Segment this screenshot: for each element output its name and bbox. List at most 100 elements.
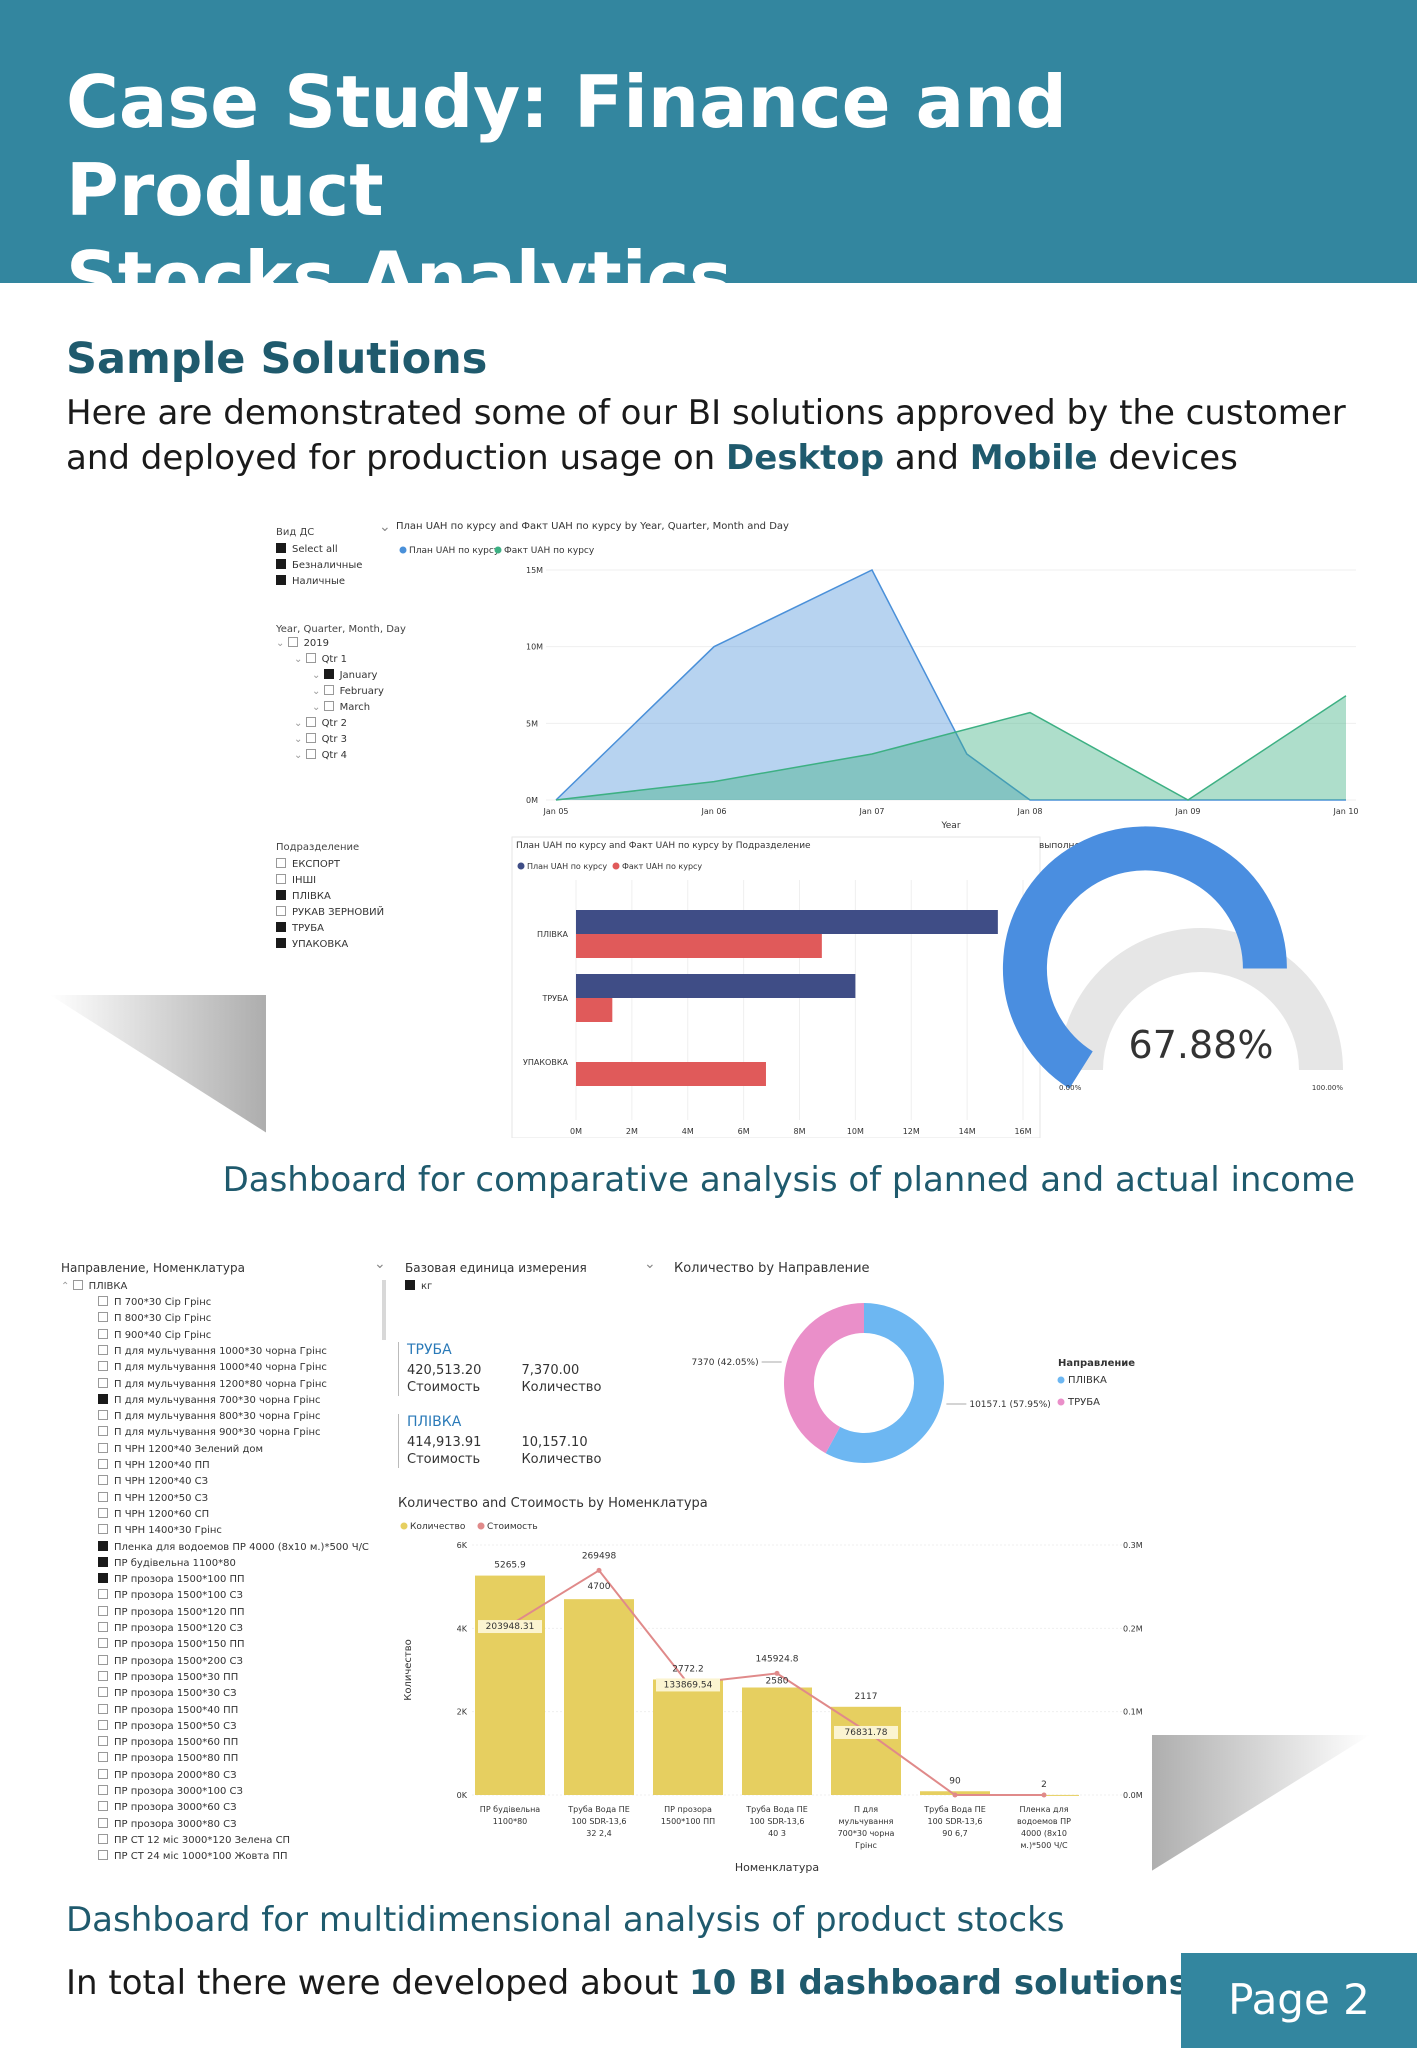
page-number: Page 2: [1228, 1975, 1370, 2024]
chevron-down-icon[interactable]: ⌄: [644, 1256, 656, 1272]
slicer-date-item[interactable]: ⌄ Qtr 1: [294, 653, 347, 665]
slicer-date-item[interactable]: ⌄ Qtr 4: [294, 749, 347, 761]
tree-item[interactable]: П для мульчування 700*30 чорна Грінс: [98, 1393, 321, 1406]
tree-item[interactable]: ПР прозора 3000*100 СЗ: [98, 1785, 243, 1797]
tree-item[interactable]: ПР прозора 1500*120 ПП: [98, 1605, 245, 1618]
chevron-down-icon[interactable]: ⌄: [312, 702, 324, 713]
tree-item-label: ПР прозора 1500*80 ПП: [114, 1753, 239, 1765]
tree-item[interactable]: ПР прозора 1500*30 ПП: [98, 1670, 238, 1683]
checkbox-icon: [98, 1410, 108, 1421]
tree-item[interactable]: П для мульчування 900*30 чорна Грінс: [98, 1426, 321, 1438]
checkbox-icon: [98, 1426, 108, 1437]
x-tick-label: 1100*80: [493, 1817, 528, 1826]
slicer-dept-item[interactable]: УПАКОВКА: [276, 938, 348, 950]
checkbox-icon: [323, 685, 334, 695]
slicer-date-item[interactable]: ⌄ February: [312, 685, 384, 697]
slicer-dept-item[interactable]: ПЛІВКА: [276, 890, 331, 902]
tree-item[interactable]: ПР прозора 1500*100 ПП: [98, 1573, 245, 1585]
x-tick-label: водоемов ПР: [1017, 1817, 1071, 1826]
chevron-down-icon[interactable]: ⌄: [276, 638, 288, 649]
tree-item[interactable]: ПР прозора 1500*150 ПП: [98, 1638, 245, 1650]
chevron-down-icon[interactable]: ⌄: [374, 1256, 386, 1272]
tree-item[interactable]: ПР прозора 1500*120 СЗ: [98, 1622, 243, 1634]
bar-fact: [576, 998, 613, 1022]
chevron-down-icon[interactable]: ⌄: [294, 734, 306, 745]
chevron-down-icon[interactable]: ⌄: [312, 686, 324, 697]
unit-item[interactable]: кг: [405, 1280, 432, 1292]
tree-item[interactable]: П ЧРН 1200*40 Зелений дом: [98, 1442, 264, 1455]
tree-item[interactable]: ПР прозора 1500*40 ПП: [98, 1703, 238, 1716]
bar-plan: [576, 974, 856, 998]
tree-item-label: ПР прозора 1500*30 СЗ: [114, 1688, 237, 1700]
tree-item[interactable]: ПР СТ 24 міс 1000*100 Жовта ПП: [98, 1850, 288, 1862]
tree-root[interactable]: ⌃ ПЛІВКА: [61, 1280, 127, 1292]
x-tick-label: Труба Вода ПЕ: [923, 1805, 986, 1814]
slicer-dept-item[interactable]: ЕКСПОРТ: [276, 858, 340, 870]
chevron-up-icon[interactable]: ⌃: [61, 1281, 73, 1292]
tree-item[interactable]: П ЧРН 1400*30 Грінс: [98, 1524, 222, 1536]
tree-item[interactable]: ПР прозора 1500*100 СЗ: [98, 1589, 243, 1601]
tree-item[interactable]: ПР прозора 1500*200 СЗ: [98, 1654, 243, 1667]
donut-chart: 10157.1 (57.95%) 7370 (42.05%) Направление…: [692, 1303, 1135, 1463]
legend-label: ТРУБА: [1067, 1397, 1100, 1408]
chevron-down-icon[interactable]: ⌄: [294, 750, 306, 761]
x-tick-label: 100 SDR-13,6: [750, 1817, 805, 1826]
x-tick-label: 14M: [959, 1127, 976, 1136]
intro-end: devices: [1097, 438, 1238, 478]
tree-item[interactable]: П 800*30 Сір Грінс: [98, 1312, 211, 1324]
tree-item[interactable]: ПР СТ 12 міс 3000*120 Зелена СП: [98, 1833, 291, 1846]
chevron-down-icon[interactable]: ⌄: [294, 654, 306, 665]
card-truba-qty-label: Количество: [521, 1380, 602, 1395]
tree-item[interactable]: ПР прозора 1500*80 ПП: [98, 1752, 238, 1764]
tree-item[interactable]: П 700*30 Сір Грінс: [98, 1296, 211, 1308]
slicer-vid-item[interactable]: Безналичные: [276, 559, 362, 571]
chevron-down-icon: ⌄: [379, 519, 391, 535]
chevron-down-icon[interactable]: ⌄: [294, 718, 306, 729]
data-label-cost: 76831.78: [845, 1728, 888, 1738]
slicer-vid-item[interactable]: Наличные: [276, 575, 345, 587]
tree-item-label: П ЧРН 1200*40 Зелений дом: [114, 1443, 264, 1455]
tree-item[interactable]: ПР прозора 1500*50 СЗ: [98, 1719, 237, 1732]
tree-item[interactable]: П ЧРН 1200*60 СП: [98, 1507, 209, 1520]
slicer-vid-item-label: Select all: [292, 544, 338, 555]
tree-item-label: ПР прозора 2000*80 СЗ: [114, 1769, 237, 1781]
slicer-date-item[interactable]: ⌄ January: [312, 669, 377, 681]
tree-item[interactable]: Пленка для водоемов ПР 4000 (8х10 м.)*50…: [98, 1540, 369, 1553]
slicer-date-item[interactable]: ⌄ Qtr 3: [294, 733, 347, 745]
tree-item-label: ПР СТ 12 міс 3000*120 Зелена СП: [114, 1834, 291, 1846]
card-truba-cost-label: Стоимость: [407, 1380, 481, 1395]
slicer-date-item[interactable]: ⌄ Qtr 2: [294, 717, 347, 729]
tree-item[interactable]: ПР прозора 1500*60 ПП: [98, 1736, 238, 1748]
tree-item[interactable]: П 900*40 Сір Грінс: [98, 1328, 211, 1341]
slicer-dept-item[interactable]: ТРУБА: [276, 922, 324, 934]
slicer-dept-item[interactable]: ІНШІ: [276, 874, 316, 886]
tree-item[interactable]: ПР будівельна 1100*80: [98, 1556, 236, 1569]
tree-item[interactable]: П для мульчування 1000*40 чорна Грінс: [98, 1361, 327, 1373]
slicer-date-item[interactable]: ⌄ 2019: [276, 637, 329, 649]
tree-scrollbar[interactable]: [382, 1280, 386, 1340]
tree-item[interactable]: П для мульчування 1200*80 чорна Грінс: [98, 1377, 327, 1390]
tree-item[interactable]: ПР прозора 2000*80 СЗ: [98, 1768, 237, 1781]
tree-item-label: П для мульчування 800*30 чорна Грінс: [114, 1411, 321, 1423]
tree-item[interactable]: П ЧРН 1200*50 СЗ: [98, 1491, 208, 1504]
tree-item-label: ПР прозора 1500*60 ПП: [114, 1737, 239, 1749]
bar-fact: [576, 1062, 766, 1086]
checkbox-icon: [276, 575, 286, 585]
bar-plan: [576, 910, 998, 934]
checkbox-icon: [98, 1817, 108, 1828]
tree-item[interactable]: ПР прозора 1500*30 СЗ: [98, 1687, 237, 1699]
tree-item[interactable]: П ЧРН 1200*40 СЗ: [98, 1475, 208, 1487]
tree-item[interactable]: ПР прозора 3000*80 СЗ: [98, 1817, 237, 1830]
tree-item[interactable]: П ЧРН 1200*40 ПП: [98, 1459, 210, 1471]
checkbox-icon: [98, 1622, 108, 1632]
legend-label: План UAH по курсу: [527, 862, 607, 871]
chevron-down-icon[interactable]: ⌄: [312, 670, 324, 681]
tree-item[interactable]: П для мульчування 800*30 чорна Грінс: [98, 1410, 321, 1422]
slicer-dept-item[interactable]: РУКАВ ЗЕРНОВИЙ: [276, 906, 384, 918]
slicer-vid-item[interactable]: Select all: [276, 543, 338, 555]
tree-item[interactable]: П для мульчування 1000*30 чорна Грінс: [98, 1344, 327, 1357]
point-cost: [596, 1567, 602, 1573]
tree-item[interactable]: ПР прозора 3000*60 СЗ: [98, 1801, 237, 1813]
checkbox-icon: [276, 543, 286, 553]
slicer-date-item[interactable]: ⌄ March: [312, 701, 370, 713]
